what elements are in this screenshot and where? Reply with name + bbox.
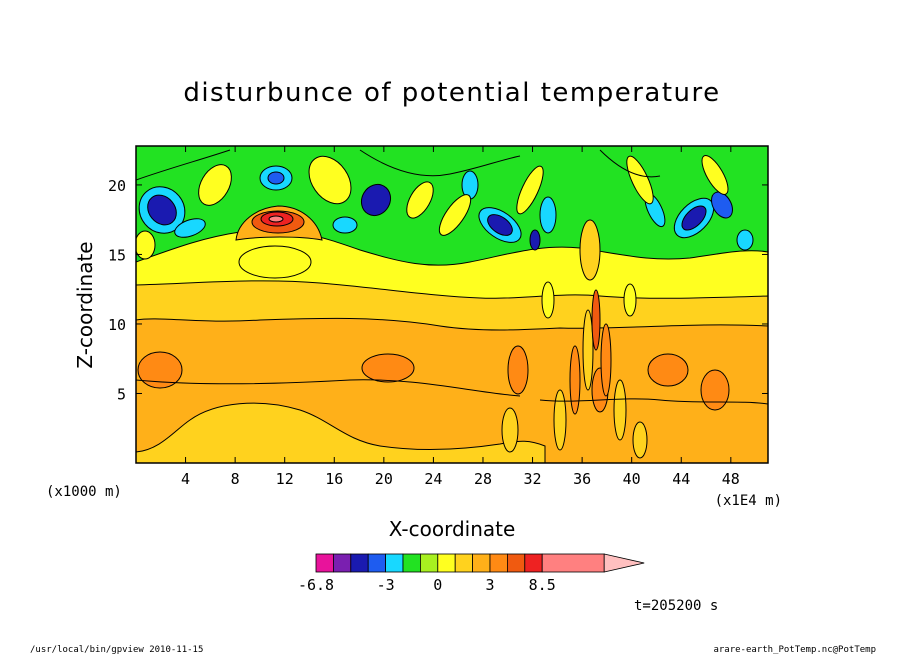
y-axis-label: Z-coordinate bbox=[73, 241, 97, 368]
colorbar-swatch bbox=[524, 553, 543, 573]
x-tick-label: 44 bbox=[672, 470, 690, 488]
colorbar-swatch bbox=[402, 553, 421, 573]
warm-blob bbox=[137, 351, 183, 389]
y-tick-label: 15 bbox=[108, 246, 126, 264]
colorbar-swatch bbox=[472, 553, 491, 573]
x-tick-label: 12 bbox=[276, 470, 294, 488]
wave-crests bbox=[136, 155, 729, 281]
plot-area bbox=[136, 146, 768, 463]
x-axis: 4 8 12 16 20 24 28 32 36 40 44 48 bbox=[181, 146, 740, 488]
colorbar-swatch bbox=[315, 553, 334, 573]
colorbar-label: -6.8 bbox=[298, 576, 334, 594]
x-tick-label: 16 bbox=[325, 470, 343, 488]
y-axis: 5 10 15 20 bbox=[108, 177, 768, 403]
colorbar-swatch bbox=[419, 553, 439, 573]
colorbar-swatch bbox=[385, 553, 404, 573]
time-label: t=205200 s bbox=[634, 598, 718, 614]
colorbar-label: 8.5 bbox=[529, 576, 556, 594]
wave-core-pink bbox=[268, 215, 284, 223]
warm-blob bbox=[700, 369, 730, 411]
colorbar-swatch bbox=[506, 553, 526, 573]
x-tick-label: 36 bbox=[573, 470, 591, 488]
x-tick-label: 8 bbox=[231, 470, 240, 488]
y-tick-label: 20 bbox=[108, 177, 126, 195]
footer-right: arare-earth_PotTemp.nc@PotTemp bbox=[713, 645, 876, 654]
x-tick-label: 4 bbox=[181, 470, 190, 488]
plot-frame bbox=[135, 145, 769, 464]
colorbar-swatch bbox=[350, 553, 369, 573]
x-tick-label: 32 bbox=[524, 470, 542, 488]
warm-blob bbox=[647, 353, 689, 387]
colorbar-swatch bbox=[437, 553, 456, 573]
cold-lobes bbox=[138, 165, 754, 251]
y-tick-label: 10 bbox=[108, 316, 126, 334]
colorbar-swatch bbox=[367, 553, 387, 573]
colorbar: -6.8 -3 0 3 8.5 bbox=[298, 553, 645, 594]
footer-left: /usr/local/bin/gpview 2010-11-15 bbox=[30, 645, 203, 654]
warm-blob bbox=[361, 353, 415, 383]
x-tick-label: 24 bbox=[424, 470, 442, 488]
x-tick-label: 20 bbox=[375, 470, 393, 488]
x-unit-left: (x1000 m) bbox=[46, 484, 122, 500]
turbulent-column bbox=[501, 281, 648, 459]
colorbar-extension-arrow bbox=[603, 553, 645, 573]
x-tick-label: 28 bbox=[474, 470, 492, 488]
y-tick-label: 5 bbox=[117, 385, 126, 403]
colorbar-swatch bbox=[332, 553, 352, 573]
colorbar-swatch bbox=[454, 553, 474, 573]
colorbar-label: 0 bbox=[433, 576, 442, 594]
x-unit-right: (x1E4 m) bbox=[715, 493, 782, 509]
wave-dome-yellow bbox=[238, 245, 312, 279]
chart-title: disturbunce of potential temperature bbox=[183, 78, 720, 108]
x-tick-label: 48 bbox=[722, 470, 740, 488]
warm-blob bbox=[507, 345, 529, 395]
colorbar-label: -3 bbox=[377, 576, 395, 594]
colorbar-label: 3 bbox=[485, 576, 494, 594]
contour-lines bbox=[136, 149, 768, 405]
colorbar-swatch bbox=[541, 553, 605, 573]
x-tick-label: 40 bbox=[623, 470, 641, 488]
x-axis-label: X-coordinate bbox=[389, 517, 516, 541]
colorbar-swatch bbox=[489, 553, 508, 573]
